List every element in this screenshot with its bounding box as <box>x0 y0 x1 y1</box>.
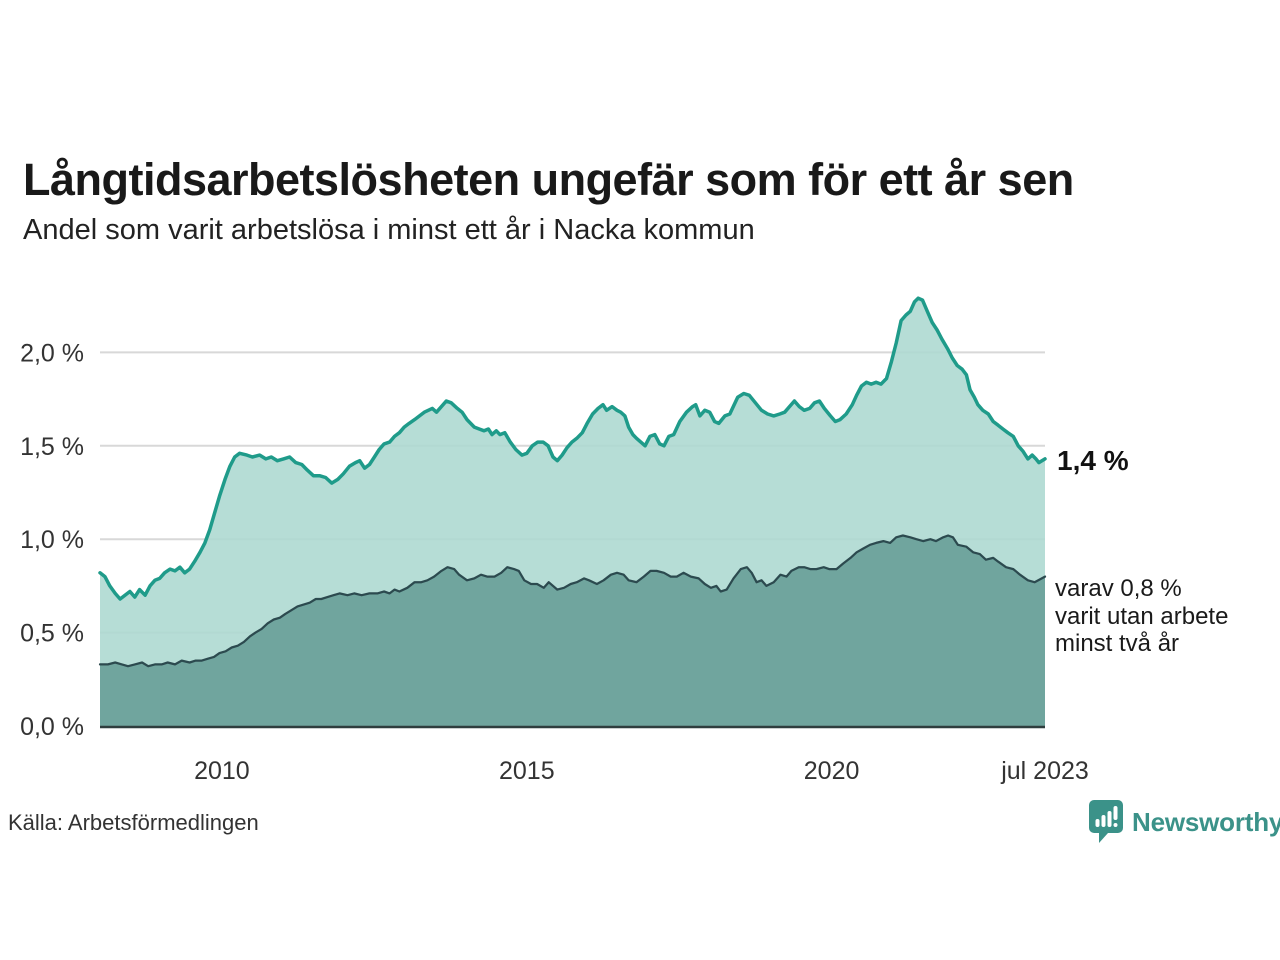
bar-chart-speech-bubble-icon <box>1089 800 1123 843</box>
annotation-line: varit utan arbete <box>1055 602 1229 630</box>
two-year-annotation: varav 0,8 % varit utan arbete minst två … <box>1055 575 1228 658</box>
source-caption: Källa: Arbetsförmedlingen <box>8 810 259 835</box>
x-axis-tick-label: 2020 <box>804 757 860 785</box>
y-axis-tick-label: 0,5 % <box>20 620 84 648</box>
y-axis-tick-label: 0,0 % <box>20 713 84 741</box>
page-subtitle: Andel som varit arbetslösa i minst ett å… <box>23 214 755 246</box>
x-axis-tick-label: jul 2023 <box>1000 757 1089 785</box>
series-line-two-years <box>98 534 1047 668</box>
latest-value-annotation: 1,4 % <box>1057 445 1129 476</box>
newsworthy-logo-text: Newsworthy <box>1132 806 1280 837</box>
annotation-line: varav 0,8 % <box>1055 575 1182 602</box>
y-axis-tick-label: 2,0 % <box>20 339 84 367</box>
y-axis-tick-label: 1,5 % <box>20 433 84 461</box>
annotation-line: minst två år <box>1055 630 1180 657</box>
series-area-two-years <box>100 535 1045 726</box>
x-axis-tick-label: 2010 <box>194 757 250 785</box>
y-axis-tick-label: 1,0 % <box>20 526 84 554</box>
series-line-total <box>98 296 1047 601</box>
x-axis-tick-label: 2015 <box>499 757 555 785</box>
page-title: Långtidsarbetslösheten ungefär som för e… <box>23 154 1074 206</box>
newsworthy-logo: Newsworthy <box>1088 799 1280 845</box>
